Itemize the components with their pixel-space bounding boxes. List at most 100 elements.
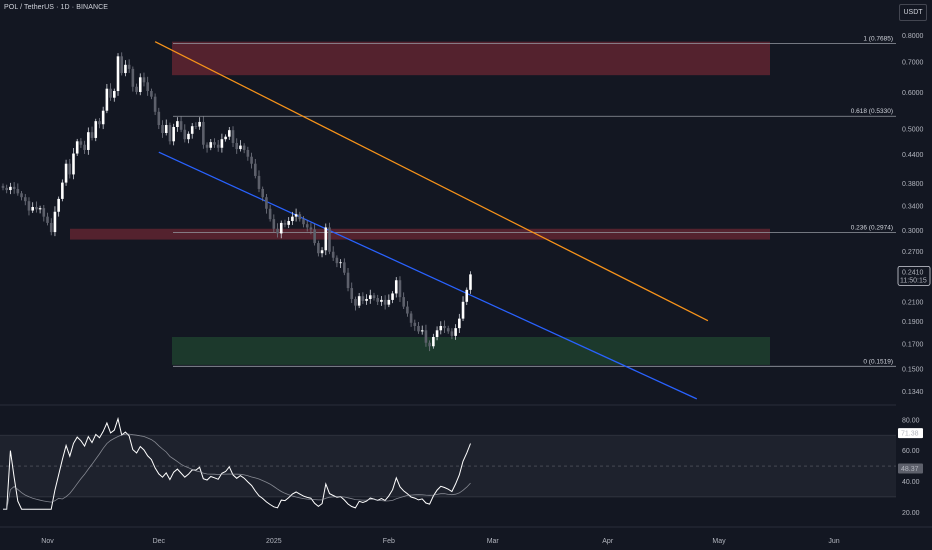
candle-body-8 — [31, 206, 34, 211]
candle-body-97 — [361, 296, 365, 301]
candle-body-16 — [61, 182, 64, 199]
candle-body-98 — [365, 298, 368, 301]
last-price-box — [897, 265, 931, 286]
rsi-tick-0: 80.00 — [902, 417, 920, 424]
candle-body-41 — [153, 96, 157, 112]
candle-body-66 — [246, 149, 250, 157]
candle-body-84 — [313, 229, 316, 244]
candle-body-15 — [57, 198, 60, 212]
candle-body-82 — [305, 224, 309, 228]
time-tick-0: Nov — [41, 538, 54, 545]
fib-label-1: 0.618 (0.5330) — [851, 108, 893, 115]
symbol-title[interactable]: POL / TetherUS · 1D · BINANCE — [4, 4, 109, 11]
candle-body-21 — [79, 141, 83, 145]
rsi-ma-value: 48.37 — [901, 466, 919, 473]
candle-body-54 — [202, 121, 205, 145]
candle-body-78 — [291, 216, 294, 222]
candle-body-10 — [38, 208, 42, 210]
candle-body-65 — [242, 145, 246, 150]
rsi-tick-3: 20.00 — [902, 510, 920, 517]
candle-body-79 — [294, 214, 298, 217]
candle-body-20 — [75, 141, 79, 154]
candle-body-74 — [276, 228, 279, 234]
price-axis[interactable]: 0.8000 0.7000 0.6000 0.5000 0.4400 0.3800 0.34… — [902, 33, 924, 396]
candle-body-44 — [164, 125, 168, 133]
candle-body-19 — [72, 153, 75, 175]
candle-body-39 — [146, 82, 149, 91]
candle-body-116 — [432, 336, 435, 347]
rsi-tick-1: 60.00 — [902, 448, 920, 455]
candle-body-107 — [398, 280, 402, 298]
price-tick-13: 0.1500 — [902, 366, 924, 373]
resistance-zone-mid — [70, 228, 770, 240]
candle-body-88 — [328, 227, 331, 252]
rsi-tick-2: 40.00 — [902, 479, 920, 486]
candle-body-86 — [320, 250, 324, 254]
candle-body-75 — [279, 222, 283, 234]
candle-body-37 — [138, 77, 142, 92]
candle-body-100 — [372, 295, 376, 299]
candle-body-73 — [272, 219, 276, 229]
candle-body-110 — [409, 313, 413, 323]
fibonacci-levels: 1 (0.7685) 0.618 (0.5330) 0.236 (0.2974) 0 … — [173, 35, 896, 367]
candle-body-12 — [46, 216, 49, 223]
candle-body-68 — [253, 163, 257, 176]
support-zone — [172, 336, 770, 365]
price-tick-10: 0.2100 — [902, 299, 924, 306]
candle-body-87 — [324, 227, 328, 251]
candle-body-64 — [239, 145, 242, 150]
rsi-ma-value-box — [898, 463, 923, 474]
orange-downtrend — [154, 41, 709, 322]
trendlines — [154, 41, 709, 400]
fib-label-3: 0 (0.1519) — [863, 358, 893, 365]
candle-body-72 — [268, 208, 272, 220]
candle-body-59 — [220, 139, 224, 148]
candle-body-40 — [150, 90, 153, 97]
time-tick-4: Mar — [487, 538, 500, 545]
time-tick-5: Apr — [602, 538, 614, 545]
time-axis[interactable]: Nov Dec 2025 Feb Mar Apr May Jun — [41, 538, 839, 545]
price-tick-2: 0.6000 — [902, 90, 924, 97]
candle-body-1 — [5, 187, 9, 191]
candle-body-50 — [187, 133, 190, 140]
candle-body-52 — [194, 126, 198, 128]
candle-body-38 — [142, 77, 146, 83]
candle-body-63 — [235, 143, 239, 150]
candle-body-58 — [216, 144, 220, 148]
candle-body-113 — [420, 330, 424, 332]
candle-body-36 — [135, 86, 138, 92]
candle-body-17 — [64, 163, 68, 183]
candle-body-27 — [101, 110, 105, 125]
candle-body-112 — [417, 325, 420, 332]
currency-button[interactable]: USDT — [899, 4, 927, 21]
candle-body-101 — [376, 298, 380, 302]
candle-body-109 — [406, 306, 409, 314]
rsi-value: 71.38 — [901, 431, 919, 438]
candle-body-91 — [339, 262, 342, 264]
candle-body-123 — [458, 318, 461, 329]
price-tick-1: 0.7000 — [902, 59, 924, 66]
candle-body-99 — [368, 295, 372, 299]
candle-body-53 — [198, 121, 201, 127]
candle-body-26 — [98, 121, 101, 125]
price-tick-7: 0.3000 — [902, 228, 924, 235]
candle-body-80 — [298, 214, 302, 220]
candle-body-32 — [120, 56, 124, 74]
candle-body-93 — [346, 272, 350, 289]
candle-body-34 — [127, 64, 131, 69]
candle-body-89 — [331, 251, 335, 258]
candle-body-29 — [109, 88, 112, 98]
candle-body-114 — [424, 330, 428, 343]
rsi-pane: 80.00 60.00 40.00 20.00 71.38 48.37 — [0, 416, 923, 517]
candle-body-7 — [27, 201, 31, 211]
candle-body-9 — [35, 206, 38, 210]
time-tick-7: Jun — [828, 538, 839, 545]
candle-body-25 — [94, 121, 98, 138]
price-tick-14: 0.1340 — [902, 389, 924, 396]
candle-body-126 — [469, 274, 472, 290]
price-tick-4: 0.4400 — [902, 152, 924, 159]
candle-body-111 — [413, 322, 417, 326]
candlestick-series — [1, 52, 472, 352]
candle-body-70 — [261, 188, 264, 198]
